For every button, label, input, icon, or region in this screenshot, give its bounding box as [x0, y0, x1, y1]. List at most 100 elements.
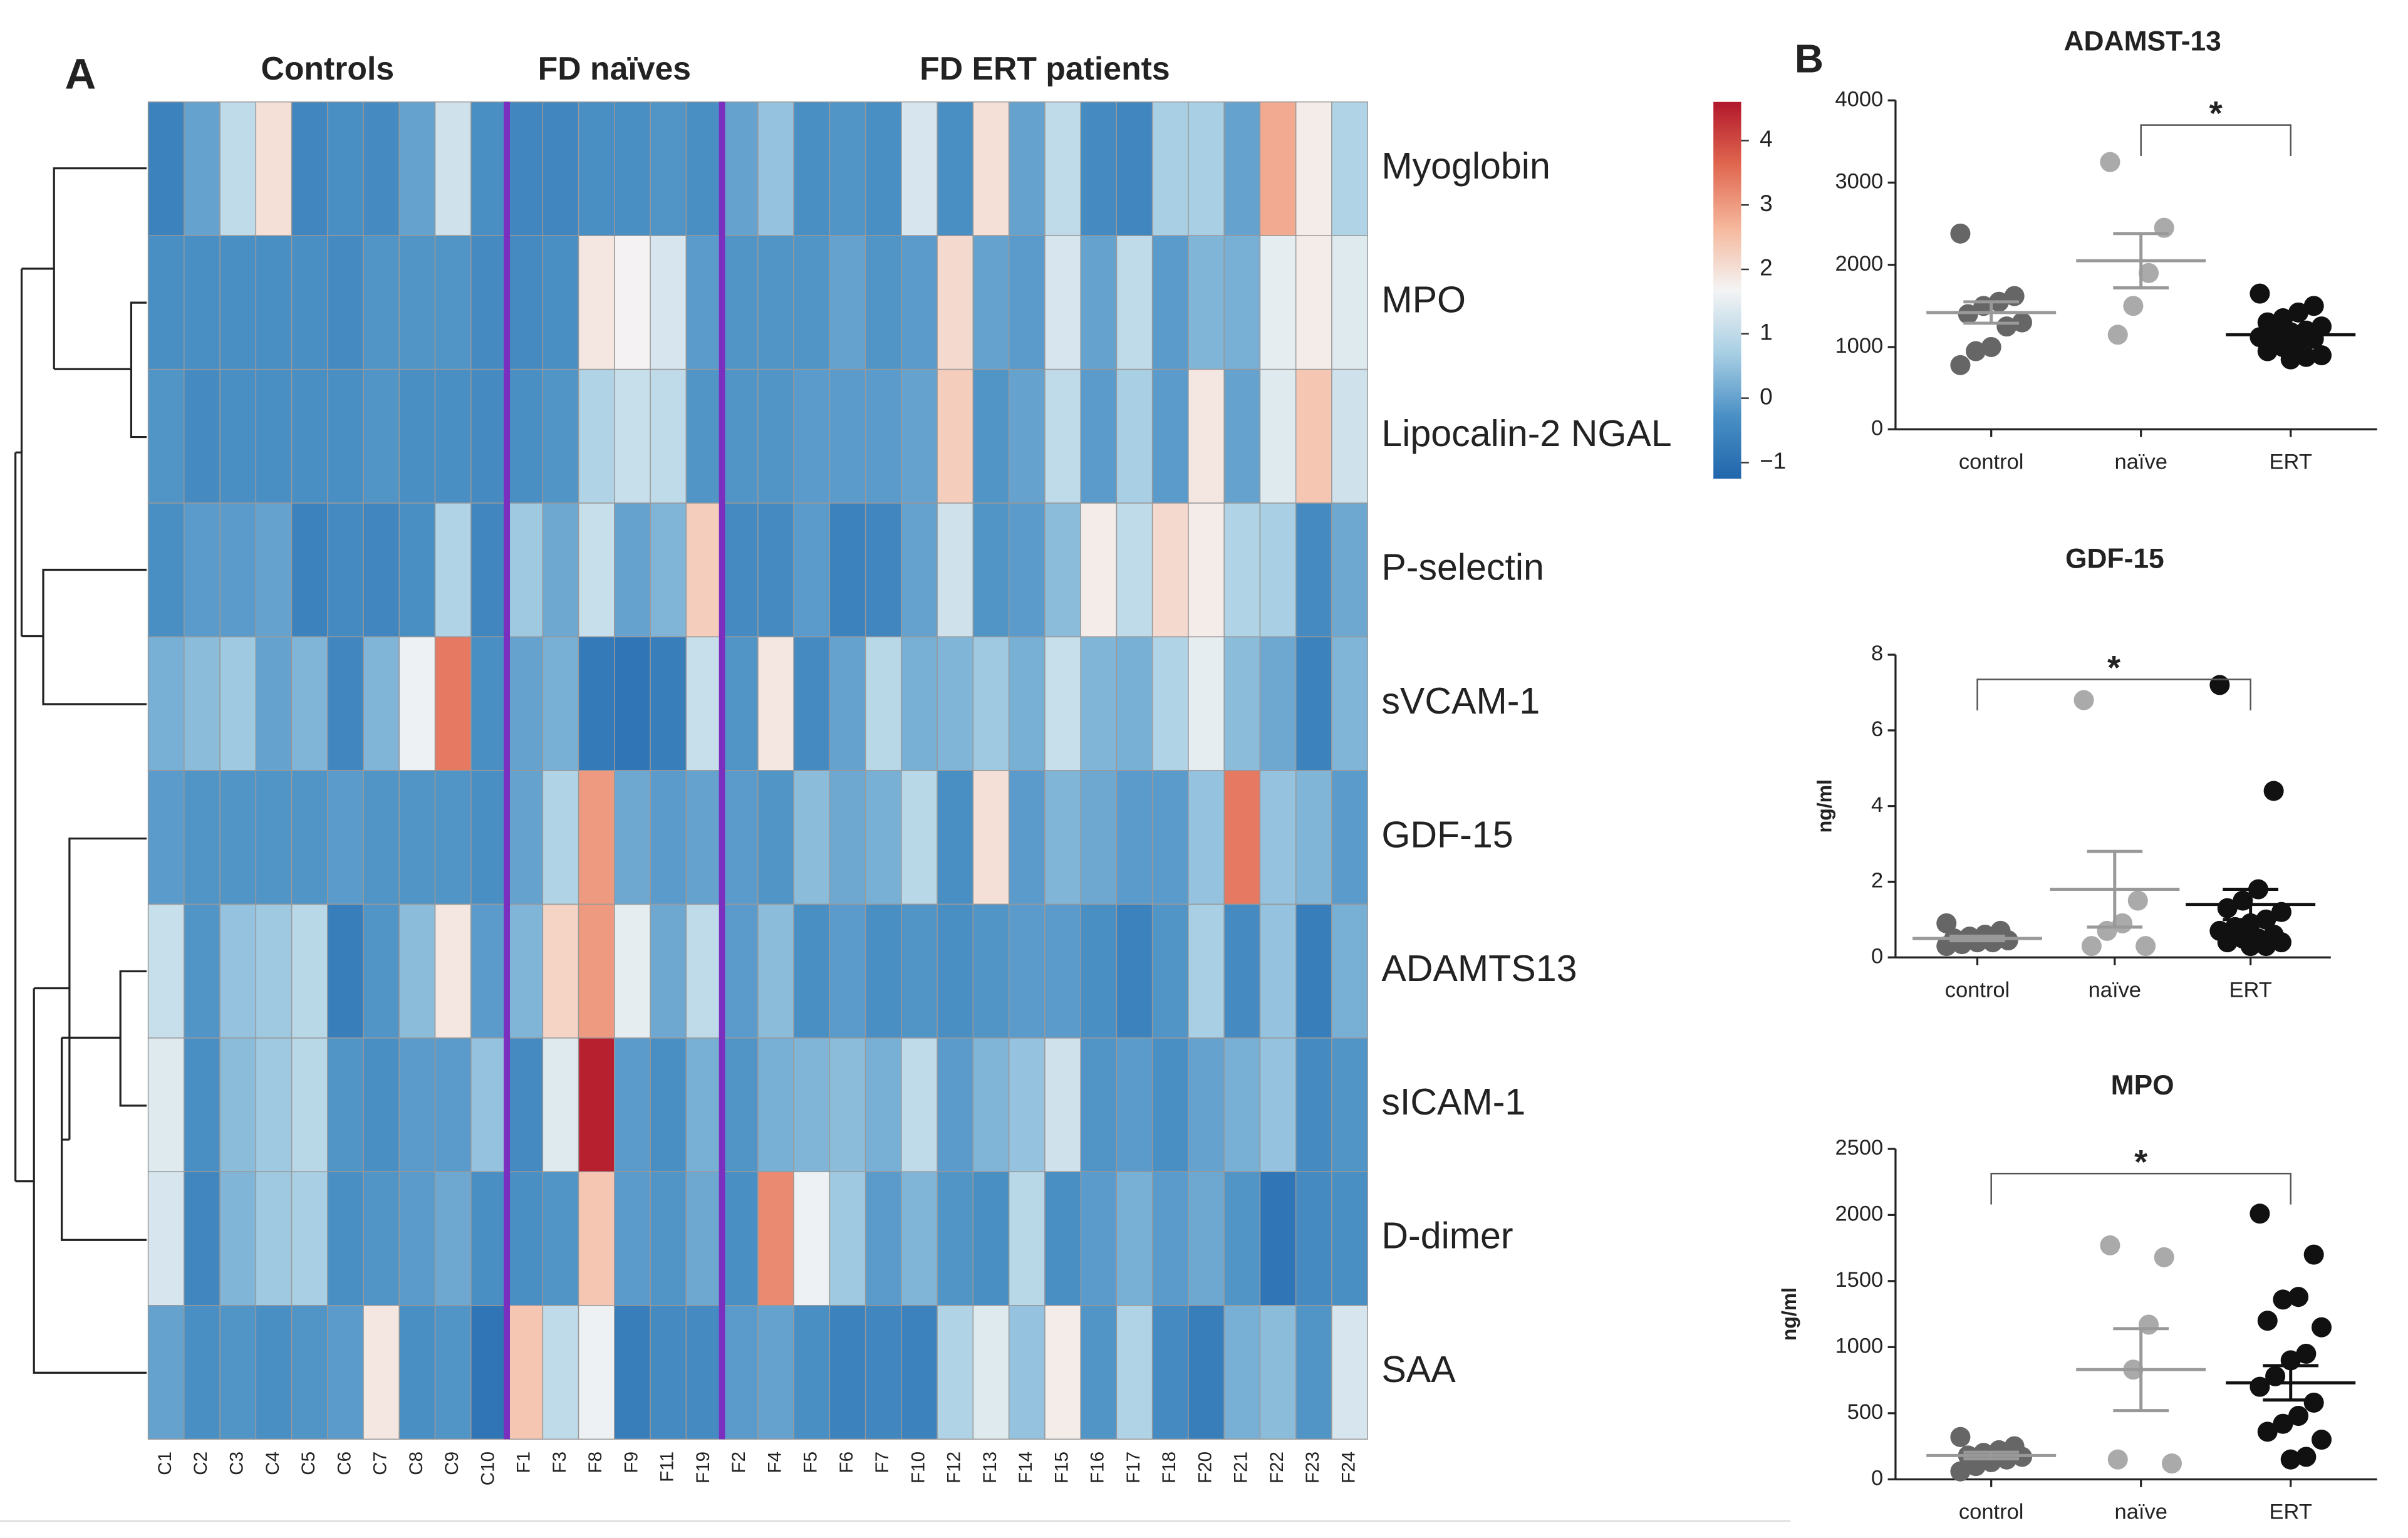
data-point	[1996, 316, 2017, 337]
data-point	[2257, 341, 2278, 361]
column-label: C10	[477, 1452, 498, 1485]
data-point	[2011, 312, 2032, 333]
column-label: F24	[1338, 1452, 1359, 1483]
data-point	[2265, 1366, 2286, 1386]
heatmap-cell	[1223, 368, 1261, 504]
x-tick-label: ERT	[2270, 1500, 2312, 1524]
row-label: SAA	[1381, 1348, 1456, 1390]
data-point	[2250, 283, 2270, 304]
heatmap-cell	[757, 1305, 794, 1440]
column-label: F9	[621, 1452, 641, 1473]
heatmap-cell	[184, 636, 221, 771]
heatmap-cell	[184, 1037, 221, 1173]
heatmap-cell	[1080, 1171, 1118, 1306]
heatmap-cell	[1044, 502, 1081, 638]
heatmap-cell	[470, 636, 507, 771]
heatmap-cell	[327, 636, 364, 771]
heatmap-cell	[972, 235, 1010, 370]
heatmap-cell	[757, 636, 794, 771]
heatmap-cell	[937, 1305, 974, 1440]
heatmap-cell	[398, 636, 436, 771]
heatmap-cell	[864, 1305, 902, 1440]
heatmap-cell	[972, 1171, 1010, 1306]
heatmap-cell	[363, 636, 400, 771]
group-label: FD naïves	[538, 50, 691, 86]
y-tick-label: 8	[1871, 642, 1883, 665]
heatmap-cell	[578, 1305, 615, 1440]
row-label: P-selectin	[1381, 546, 1544, 588]
x-tick-label: control	[1959, 1500, 2024, 1524]
heatmap-cell	[1008, 770, 1046, 905]
heatmap-cell	[398, 903, 436, 1039]
data-point	[1950, 223, 1971, 244]
heatmap-cell	[1223, 1171, 1261, 1306]
y-axis-label: ng/ml	[1778, 1287, 1800, 1341]
heatmap-cell	[398, 368, 436, 504]
heatmap-cell	[219, 903, 257, 1039]
heatmap-cell	[147, 636, 185, 771]
heatmap-cell	[972, 1305, 1010, 1440]
heatmap-cell	[721, 1171, 759, 1306]
heatmap-cell	[147, 1037, 185, 1173]
data-point	[2154, 1247, 2174, 1267]
data-point	[2311, 1317, 2332, 1338]
heatmap-cell	[614, 235, 651, 370]
heatmap-cell	[147, 235, 185, 370]
heatmap-cell	[291, 1171, 328, 1306]
data-point	[2107, 1449, 2128, 1470]
heatmap-cell	[434, 770, 472, 905]
heatmap-cell	[398, 1305, 436, 1440]
data-point	[2240, 936, 2261, 957]
column-label: F13	[980, 1452, 1000, 1483]
heatmap-cell	[1044, 1037, 1081, 1173]
heatmap-cell	[829, 636, 866, 771]
heatmap-cell	[1331, 235, 1368, 370]
column-label: F4	[764, 1452, 785, 1473]
heatmap-cell	[255, 636, 293, 771]
heatmap-cell	[434, 368, 472, 504]
heatmap-cell	[506, 101, 544, 236]
heatmap-cell	[1188, 903, 1225, 1039]
heatmap-cell	[1331, 903, 1368, 1039]
heatmap-cell	[1295, 636, 1332, 771]
heatmap-cell	[1223, 770, 1261, 905]
heatmap-cell	[1008, 1037, 1046, 1173]
heatmap-cell	[291, 903, 328, 1039]
heatmap-cell	[793, 903, 831, 1039]
heatmap-cell	[1188, 235, 1225, 370]
data-point	[1950, 355, 1971, 375]
heatmap-cell	[398, 235, 436, 370]
heatmap-cell	[901, 1037, 938, 1173]
data-point	[2073, 690, 2094, 710]
y-tick-label: 2000	[1835, 252, 1883, 276]
heatmap-cell	[650, 1037, 687, 1173]
colorbar-tick-label: 4	[1760, 126, 1773, 152]
heatmap-cell	[1223, 636, 1261, 771]
heatmap-cell	[1008, 368, 1046, 504]
data-point	[2273, 1289, 2293, 1310]
heatmap-cell	[829, 502, 866, 638]
heatmap-cell	[434, 636, 472, 771]
heatmap-cell	[1080, 368, 1118, 504]
heatmap-cell	[1223, 101, 1261, 236]
heatmap-cell	[255, 502, 293, 638]
heatmap-cell	[1259, 1305, 1297, 1440]
heatmap-cell	[1116, 235, 1153, 370]
y-tick-label: 2	[1871, 869, 1883, 893]
heatmap-cell	[972, 101, 1010, 236]
heatmap-cell	[614, 770, 651, 905]
y-tick-label: 1500	[1835, 1268, 1883, 1292]
heatmap-cell	[255, 101, 293, 236]
heatmap-cell	[184, 101, 221, 236]
column-label: F7	[872, 1452, 893, 1473]
significance-label: *	[2209, 95, 2223, 132]
heatmap-cell	[1116, 1305, 1153, 1440]
row-label: Lipocalin-2 NGAL	[1381, 412, 1671, 454]
heatmap-cell	[327, 235, 364, 370]
heatmap-cell	[1116, 1037, 1153, 1173]
column-label: F12	[944, 1452, 965, 1483]
heatmap-cell	[937, 101, 974, 236]
heatmap-cell	[542, 903, 579, 1039]
heatmap-cell	[147, 1305, 185, 1440]
